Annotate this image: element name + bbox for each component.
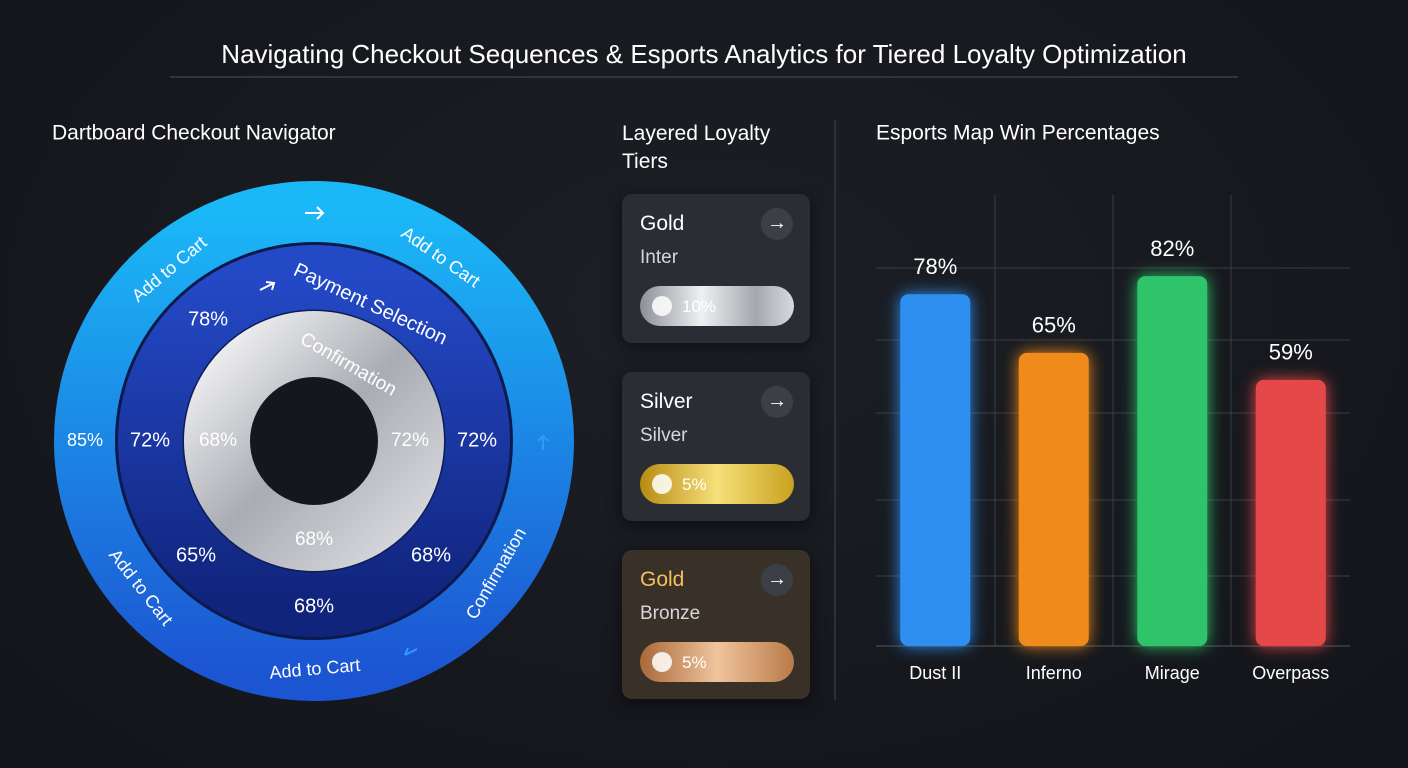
middle-ring-label: 72% — [130, 429, 170, 451]
badge-icon — [652, 296, 672, 316]
tier-pill: 5% — [640, 464, 794, 504]
arrow-button[interactable]: → — [761, 564, 793, 596]
badge-icon — [652, 652, 672, 672]
outer-ring-label: 85% — [67, 430, 103, 450]
x-tick-label: Dust II — [909, 663, 961, 683]
middle-ring — [118, 245, 510, 637]
inner-ring-label: 72% — [391, 430, 429, 451]
tier-label: Gold — [640, 212, 685, 235]
x-tick-label: Overpass — [1252, 663, 1329, 683]
tier-badge: 10% — [682, 297, 717, 316]
ring-divider — [115, 242, 513, 640]
middle-ring-label: 68% — [294, 595, 334, 617]
value-label: 78% — [913, 254, 957, 279]
inner-ring-label: 68% — [295, 529, 333, 550]
value-label: 59% — [1269, 340, 1313, 365]
middle-ring-label: 72% — [457, 429, 497, 451]
dartboard — [54, 181, 574, 701]
tier-label: Silver — [640, 390, 693, 413]
value-label: 82% — [1150, 236, 1194, 261]
tier-badge: 5% — [682, 653, 707, 672]
chart-title: Esports Map Win Percentages — [876, 122, 1160, 145]
badge-icon — [652, 474, 672, 494]
x-tick-label: Mirage — [1145, 663, 1200, 683]
x-tick-label: Inferno — [1026, 663, 1082, 683]
page-title: Navigating Checkout Sequences & Esports … — [221, 39, 1186, 69]
loyalty-card: Gold Inter → 10% — [622, 194, 810, 343]
tier-pill: 10% — [640, 286, 794, 326]
loyalty-card: Silver Silver → 5% — [622, 372, 810, 521]
arrow-icon — [259, 281, 276, 291]
arrow-button[interactable]: → — [761, 386, 793, 418]
arrow-icon — [305, 206, 325, 220]
arrow-icon — [404, 647, 418, 656]
hole — [251, 378, 377, 504]
arrow-button[interactable]: → — [761, 208, 793, 240]
bar — [1137, 276, 1208, 646]
bar — [900, 294, 971, 646]
middle-ring-label: 65% — [176, 544, 216, 566]
tier-badge: 5% — [682, 475, 707, 494]
middle-ring-label: 68% — [411, 544, 451, 566]
tier-name: Silver — [640, 425, 688, 446]
bar — [1255, 379, 1326, 646]
middle-ring-label: 78% — [188, 308, 228, 330]
loyalty-card: Gold Bronze → 5% — [622, 550, 810, 699]
loyalty-title: Layered Loyalty Tiers — [622, 122, 771, 173]
tier-pill: 5% — [640, 642, 794, 682]
inner-ring-label: 68% — [199, 430, 237, 451]
inner-ring — [184, 311, 444, 571]
tier-label: Gold — [640, 568, 685, 591]
tier-name: Bronze — [640, 603, 701, 624]
arrow-icon — [537, 434, 549, 450]
bar — [1018, 352, 1089, 646]
tier-name: Inter — [640, 247, 679, 268]
value-label: 65% — [1032, 313, 1076, 338]
dartboard-title: Dartboard Checkout Navigator — [52, 122, 336, 145]
